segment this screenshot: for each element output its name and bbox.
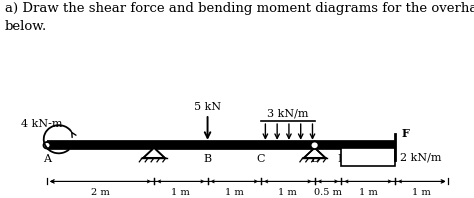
- Text: B: B: [203, 154, 211, 164]
- Bar: [341, 148, 395, 166]
- Text: 2 kN/m: 2 kN/m: [400, 152, 442, 162]
- Text: 3 kN/m: 3 kN/m: [267, 109, 309, 119]
- Polygon shape: [143, 148, 165, 158]
- Text: 1 m: 1 m: [412, 188, 431, 197]
- Text: A: A: [43, 154, 51, 164]
- Text: 1 m: 1 m: [359, 188, 377, 197]
- Circle shape: [44, 142, 50, 148]
- Text: 1 m: 1 m: [279, 188, 297, 197]
- Text: 4 kN-m: 4 kN-m: [21, 119, 63, 129]
- Text: 1 m: 1 m: [172, 188, 190, 197]
- Text: 5 kN: 5 kN: [194, 102, 221, 112]
- Text: 0.5 m: 0.5 m: [314, 188, 342, 197]
- Text: 2 m: 2 m: [91, 188, 110, 197]
- Text: C: C: [257, 154, 265, 164]
- Text: 1 m: 1 m: [225, 188, 244, 197]
- Polygon shape: [304, 148, 325, 158]
- Text: D: D: [310, 154, 319, 164]
- Circle shape: [310, 142, 319, 149]
- Text: F: F: [401, 128, 409, 139]
- Text: E: E: [337, 154, 346, 164]
- Text: a) Draw the shear force and bending moment diagrams for the overhanging beam sho: a) Draw the shear force and bending mome…: [5, 2, 474, 33]
